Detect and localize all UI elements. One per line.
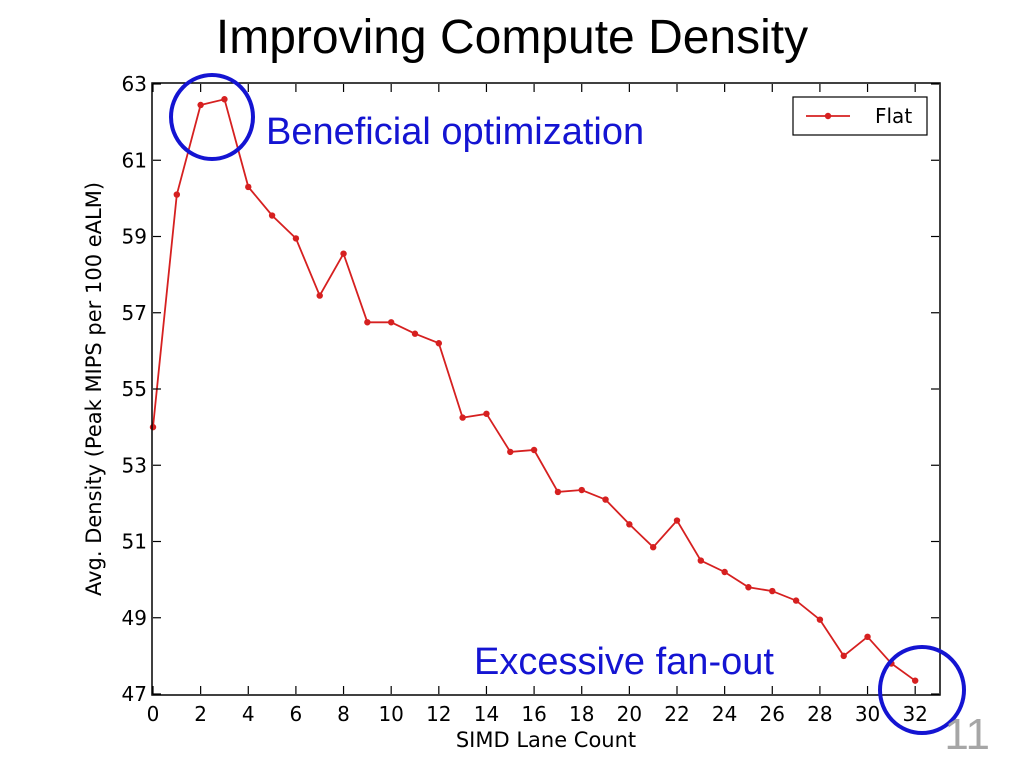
data-point <box>721 568 728 576</box>
data-point <box>149 423 157 431</box>
data-point <box>245 183 252 191</box>
x-tick-label: 6 <box>290 702 303 726</box>
x-tick-label: 10 <box>378 702 403 726</box>
chart-axes: 0 2 4 6 8 10 12 14 16 18 20 22 24 26 28 30 3247495153555… <box>122 72 939 726</box>
legend-label-flat: Flat <box>875 104 912 128</box>
y-tick-label: 57 <box>122 301 147 325</box>
data-point <box>911 677 919 684</box>
data-point <box>530 446 538 454</box>
data-point <box>364 319 371 326</box>
x-tick-label: 16 <box>521 702 546 726</box>
plot-frame <box>151 82 941 696</box>
data-point <box>673 517 681 524</box>
x-tick-label: 32 <box>902 702 927 726</box>
data-point <box>840 652 847 660</box>
data-point <box>626 521 633 528</box>
legend: Flat <box>792 96 928 136</box>
y-tick-label: 63 <box>122 72 147 96</box>
slide-number: 11 <box>944 710 990 759</box>
data-point <box>864 633 871 641</box>
y-tick-label: 53 <box>122 453 147 477</box>
x-tick-label: 4 <box>242 702 255 726</box>
beneficial-highlight-circle <box>169 73 255 161</box>
fanout-highlight-circle <box>878 645 966 735</box>
x-tick-label: 22 <box>664 702 689 726</box>
data-point <box>649 544 657 551</box>
data-point <box>697 557 705 564</box>
x-tick-label: 8 <box>337 702 350 726</box>
data-point <box>792 597 800 604</box>
data-point <box>292 235 300 242</box>
x-tick-label: 26 <box>760 702 785 726</box>
x-tick-label: 28 <box>807 702 832 726</box>
beneficial-annotation: Beneficial optimization <box>266 111 644 153</box>
x-tick-label: 2 <box>194 702 207 726</box>
data-point <box>578 486 585 494</box>
data-point <box>507 448 514 456</box>
data-point <box>435 340 443 347</box>
data-point <box>411 330 419 337</box>
data-point <box>554 488 562 496</box>
series-line-flat <box>152 98 916 682</box>
y-tick-label: 51 <box>122 530 147 554</box>
y-tick-label: 47 <box>122 682 147 706</box>
slide-title: Improving Compute Density <box>215 11 809 64</box>
y-axis-label: Avg. Density (Peak MIPS per 100 eALM) <box>82 182 106 596</box>
y-tick-label: 61 <box>122 148 147 172</box>
data-point <box>483 410 490 417</box>
data-point <box>387 319 395 326</box>
legend-marker <box>824 112 832 120</box>
x-tick-label: 14 <box>474 702 499 726</box>
data-point <box>340 250 347 257</box>
data-point <box>221 96 228 103</box>
data-point <box>816 616 824 623</box>
data-point <box>316 292 323 299</box>
y-tick-label: 55 <box>122 377 147 401</box>
x-tick-label: 24 <box>712 702 737 726</box>
y-tick-label: 49 <box>122 606 147 630</box>
x-tick-label: 18 <box>569 702 594 726</box>
data-point <box>197 101 204 109</box>
y-tick-label: 59 <box>122 225 147 249</box>
fanout-annotation: Excessive fan-out <box>474 641 774 683</box>
x-tick-label: 0 <box>147 702 160 726</box>
data-point <box>459 414 466 421</box>
x-tick-label: 30 <box>855 702 880 726</box>
data-point <box>769 587 776 595</box>
data-point <box>268 212 276 219</box>
x-axis-label: SIMD Lane Count <box>456 728 636 752</box>
data-point <box>173 191 181 198</box>
x-tick-label: 12 <box>426 702 451 726</box>
x-tick-label: 20 <box>617 702 642 726</box>
data-point <box>602 496 609 503</box>
chart-marks <box>149 96 919 684</box>
data-point <box>745 584 752 591</box>
